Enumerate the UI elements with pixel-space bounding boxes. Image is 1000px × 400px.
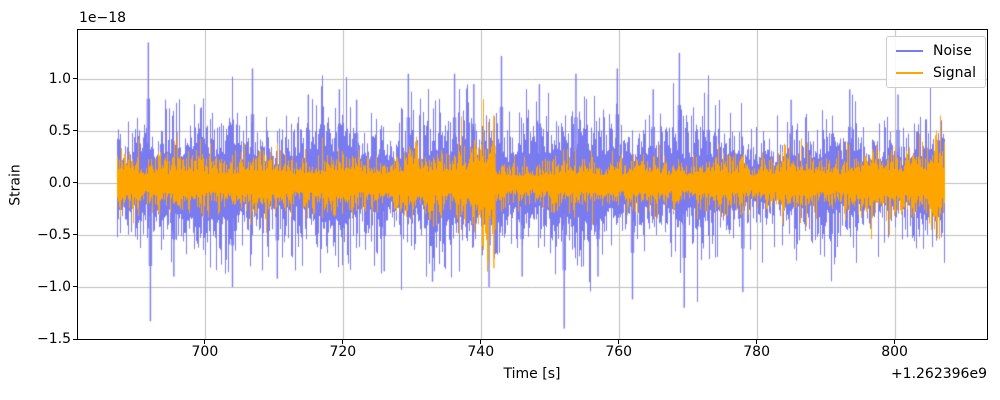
legend: Noise Signal xyxy=(886,36,987,88)
x-tick-label: 700 xyxy=(191,344,219,360)
legend-signal-line-icon xyxy=(896,72,923,74)
legend-signal-label: Signal xyxy=(933,65,977,81)
x-tick-label: 720 xyxy=(329,344,357,360)
y-scale-label: 1e−18 xyxy=(79,10,127,26)
x-tick-mark xyxy=(894,340,896,344)
waveform-canvas xyxy=(78,30,987,339)
legend-noise-label: Noise xyxy=(933,43,972,59)
x-tick-mark xyxy=(342,340,344,344)
y-tick-label: −1.5 xyxy=(37,331,71,347)
y-tick-label: 0.5 xyxy=(48,122,71,139)
x-tick-mark xyxy=(618,340,620,344)
legend-entry-noise: Noise xyxy=(896,42,976,60)
x-axis-label: Time [s] xyxy=(503,366,561,382)
x-tick-label: 760 xyxy=(605,344,633,360)
y-tick-label: 1.0 xyxy=(48,70,71,87)
y-tick-mark xyxy=(73,182,77,184)
x-tick-mark xyxy=(204,340,206,344)
y-axis-label-box: Strain xyxy=(0,30,34,339)
x-tick-mark xyxy=(756,340,758,344)
y-tick-label: −1.0 xyxy=(37,278,71,295)
y-tick-mark xyxy=(73,130,77,132)
x-tick-label: 780 xyxy=(743,344,771,360)
x-offset-label: +1.262396e9 xyxy=(890,366,987,382)
legend-entry-signal: Signal xyxy=(896,64,976,82)
y-tick-label: 0.0 xyxy=(48,174,71,191)
x-tick-mark xyxy=(480,340,482,344)
y-tick-mark xyxy=(73,338,77,340)
x-tick-label: 800 xyxy=(881,344,908,360)
y-tick-mark xyxy=(73,234,77,236)
y-tick-label: −0.5 xyxy=(37,226,71,243)
y-axis-label: Strain xyxy=(8,163,25,206)
y-tick-mark xyxy=(73,286,77,288)
legend-noise-line-icon xyxy=(896,50,923,52)
y-tick-mark xyxy=(73,78,77,80)
x-tick-label: 740 xyxy=(467,344,495,360)
